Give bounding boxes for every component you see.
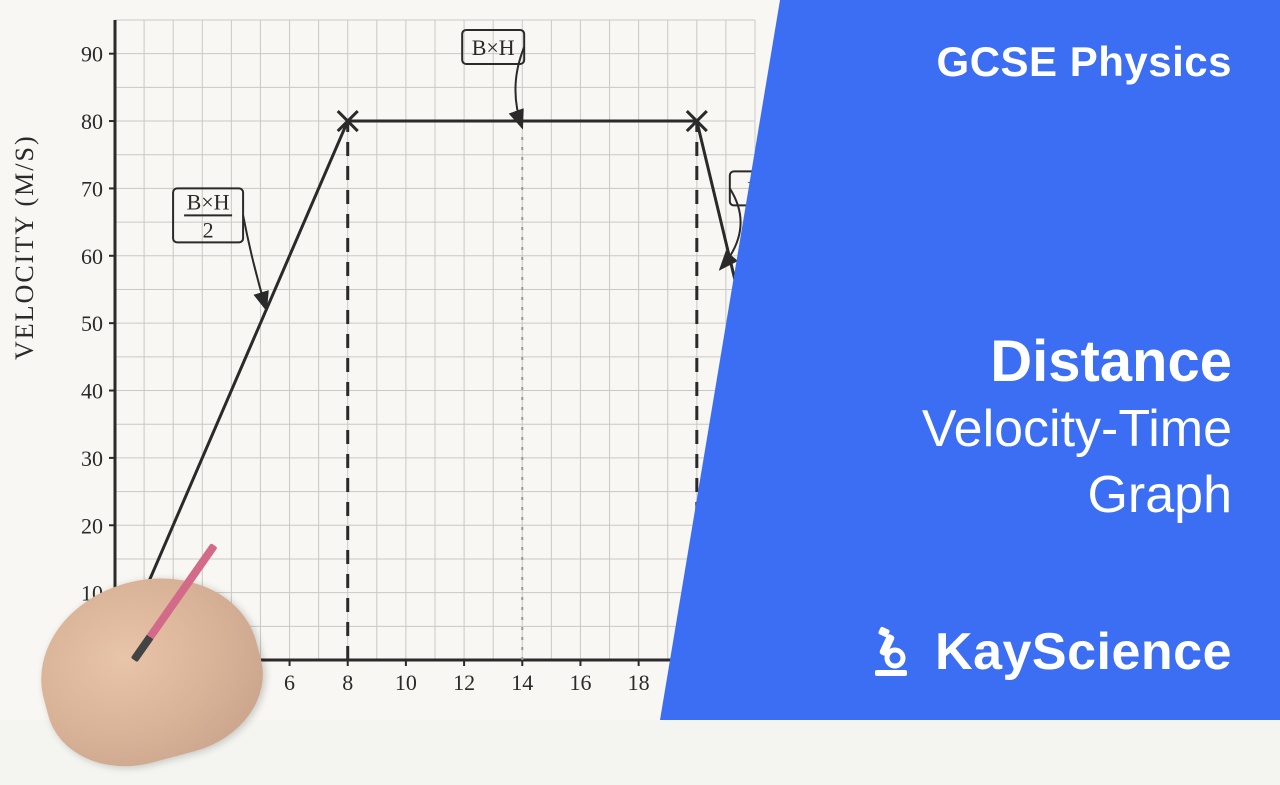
svg-text:30: 30 xyxy=(81,446,103,471)
svg-text:12: 12 xyxy=(453,670,475,695)
svg-text:16: 16 xyxy=(569,670,591,695)
svg-text:8: 8 xyxy=(342,670,353,695)
svg-text:B×H: B×H xyxy=(472,35,515,60)
svg-text:90: 90 xyxy=(81,42,103,67)
brand-name: KayScience xyxy=(935,622,1232,682)
svg-text:18: 18 xyxy=(628,670,650,695)
svg-text:50: 50 xyxy=(81,311,103,336)
title-main: Distance xyxy=(922,330,1232,394)
svg-text:70: 70 xyxy=(81,176,103,201)
y-axis-label: VELOCITY (m/s) xyxy=(10,134,40,360)
svg-text:20: 20 xyxy=(81,513,103,538)
brand-block: KayScience xyxy=(861,622,1232,682)
microscope-icon xyxy=(861,624,917,680)
svg-text:10: 10 xyxy=(395,670,417,695)
video-title: Distance Velocity-Time Graph xyxy=(922,330,1232,525)
course-header: GCSE Physics xyxy=(937,38,1232,86)
title-sub-line1: Velocity-Time xyxy=(922,400,1232,460)
svg-text:40: 40 xyxy=(81,379,103,404)
svg-text:B×H: B×H xyxy=(187,189,230,214)
svg-text:2: 2 xyxy=(203,217,214,242)
title-sub-line2: Graph xyxy=(922,466,1232,526)
svg-text:80: 80 xyxy=(81,109,103,134)
svg-text:6: 6 xyxy=(284,670,295,695)
svg-text:14: 14 xyxy=(511,670,533,695)
svg-text:60: 60 xyxy=(81,244,103,269)
